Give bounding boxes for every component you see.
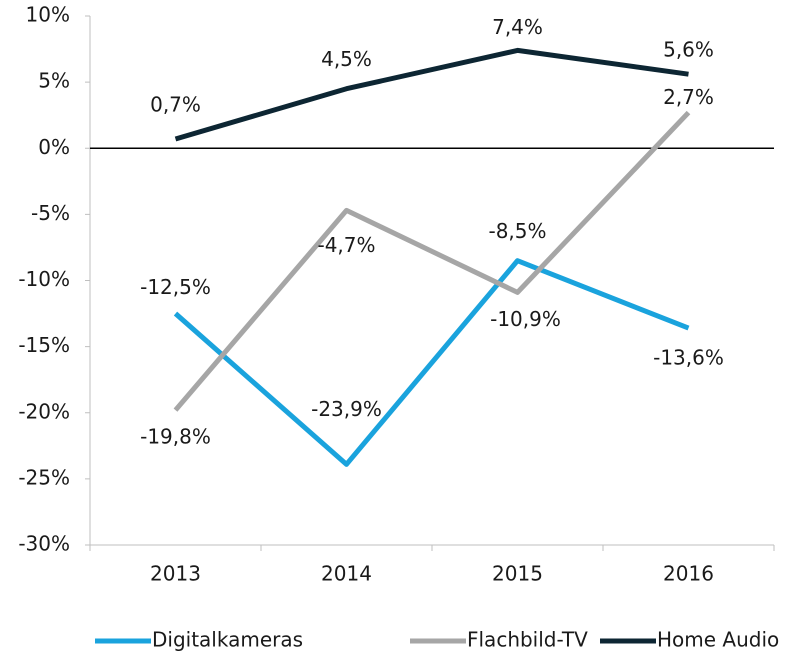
data-label: -8,5%	[488, 219, 546, 243]
series-line	[173, 110, 691, 412]
y-tick-label: -30%	[18, 532, 70, 556]
data-label: -13,6%	[653, 346, 724, 370]
data-label: -12,5%	[140, 275, 211, 299]
series-line	[174, 47, 689, 142]
legend-label: Home Audio	[657, 628, 779, 652]
data-label: 4,5%	[321, 47, 372, 71]
data-label: -19,8%	[140, 425, 211, 449]
legend-label: Flachbild-TV	[467, 628, 588, 652]
y-tick-label: -10%	[18, 267, 70, 291]
data-label: 7,4%	[492, 15, 543, 39]
y-tick-label: -15%	[18, 333, 70, 357]
x-tick-label: 2014	[321, 562, 372, 586]
data-label: -23,9%	[311, 397, 382, 421]
x-tick-label: 2015	[492, 562, 543, 586]
y-tick-label: 0%	[38, 135, 70, 159]
data-label: -4,7%	[317, 233, 375, 257]
y-tick-label: 5%	[38, 69, 70, 93]
x-tick-label: 2016	[663, 562, 714, 586]
y-tick-label: 10%	[26, 3, 70, 27]
data-label: 0,7%	[150, 92, 201, 116]
y-tick-label: -5%	[31, 201, 70, 225]
data-label: 2,7%	[663, 85, 714, 109]
data-label: -10,9%	[490, 307, 561, 331]
y-tick-label: -25%	[18, 465, 70, 489]
y-tick-label: -20%	[18, 399, 70, 423]
series-line	[173, 258, 690, 467]
data-label: 5,6%	[663, 38, 714, 62]
x-tick-label: 2013	[150, 562, 201, 586]
legend-label: Digitalkameras	[152, 628, 303, 652]
